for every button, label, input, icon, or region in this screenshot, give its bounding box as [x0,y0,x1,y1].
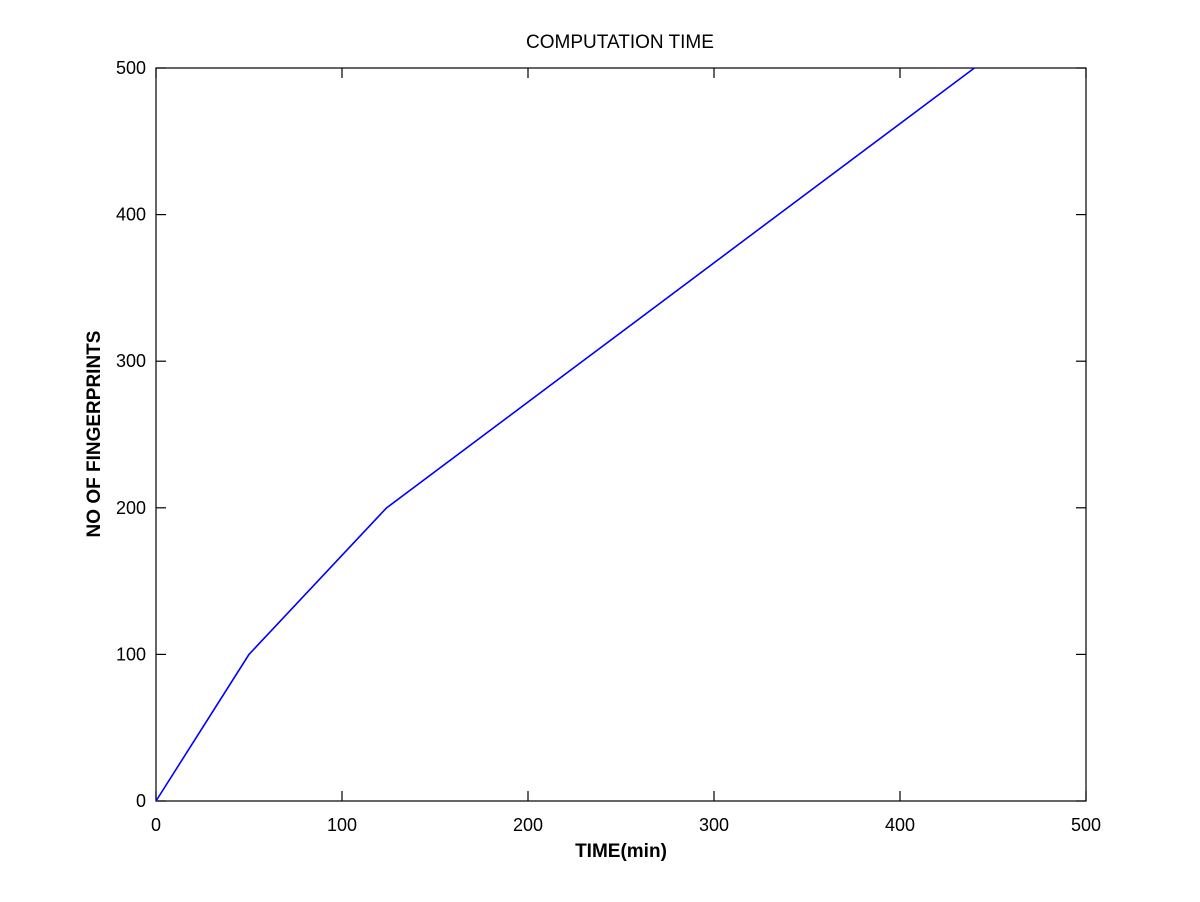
x-tick-label: 400 [885,815,915,835]
y-axis: 0 100 200 300 400 500 [116,58,1086,811]
plot-border [155,67,1087,802]
y-tick-label: 100 [116,644,146,664]
series-layer [155,67,975,802]
y-tick-label: 0 [136,791,146,811]
x-tick-label: 100 [327,815,357,835]
plot-frame [155,67,1087,802]
x-tick-label: 300 [699,815,729,835]
chart-title: COMPUTATION TIME [526,32,714,53]
y-tick-label: 200 [116,498,146,518]
x-tick-label: 500 [1071,815,1101,835]
x-tick-label: 0 [151,815,161,835]
y-tick-label: 400 [116,205,146,225]
y-tick-label: 500 [116,58,146,78]
y-tick-label: 300 [116,351,146,371]
x-axis: 0 100 200 300 400 500 [151,68,1101,835]
y-axis-label: NO OF FINGERPRINTS [84,331,105,538]
x-tick-label: 200 [513,815,543,835]
series-line-0 [155,67,975,802]
x-axis-label: TIME(min) [575,841,667,862]
